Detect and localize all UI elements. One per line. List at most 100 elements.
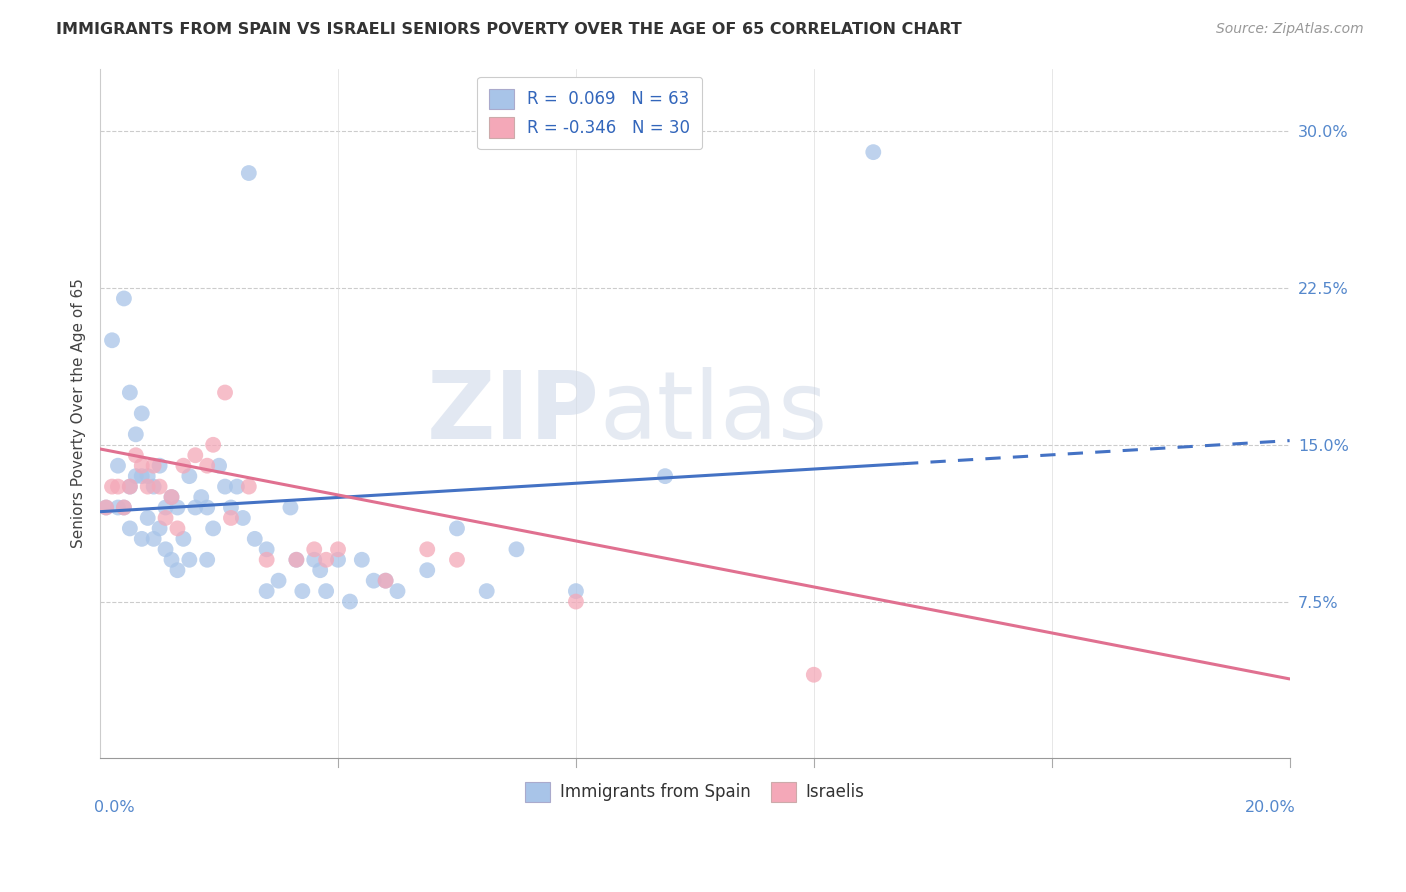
Point [862,145,884,160]
Point [285,553,308,567]
Point [475,584,498,599]
Point [160,490,183,504]
Point [166,563,188,577]
Point [219,500,242,515]
Point [387,584,409,599]
Point [125,427,148,442]
Point [136,480,159,494]
Point [136,511,159,525]
Y-axis label: Seniors Poverty Over the Age of 65: Seniors Poverty Over the Age of 65 [72,278,86,549]
Point [190,490,212,504]
Legend: Immigrants from Spain, Israelis: Immigrants from Spain, Israelis [519,775,872,809]
Point [149,480,172,494]
Text: 0.0%: 0.0% [94,800,135,814]
Point [125,469,148,483]
Point [94,500,117,515]
Point [149,521,172,535]
Point [112,292,135,306]
Point [184,500,207,515]
Point [446,521,468,535]
Point [416,563,439,577]
Point [118,480,141,494]
Point [136,469,159,483]
Text: 20.0%: 20.0% [1244,800,1295,814]
Point [446,553,468,567]
Point [256,584,278,599]
Point [131,469,153,483]
Point [166,521,188,535]
Point [339,594,361,608]
Point [285,553,308,567]
Point [155,511,177,525]
Point [160,490,183,504]
Point [125,448,148,462]
Point [112,500,135,515]
Text: IMMIGRANTS FROM SPAIN VS ISRAELI SENIORS POVERTY OVER THE AGE OF 65 CORRELATION : IMMIGRANTS FROM SPAIN VS ISRAELI SENIORS… [56,22,962,37]
Point [179,469,201,483]
Point [195,458,218,473]
Point [243,532,266,546]
Point [94,500,117,515]
Point [326,542,349,557]
Point [238,480,260,494]
Point [309,563,332,577]
Point [101,333,124,347]
Point [280,500,302,515]
Point [179,553,201,567]
Point [195,500,218,515]
Point [142,480,165,494]
Point [315,584,337,599]
Point [107,458,129,473]
Point [184,448,207,462]
Point [374,574,396,588]
Point [208,458,231,473]
Point [565,594,588,608]
Point [107,500,129,515]
Point [226,480,249,494]
Point [267,574,290,588]
Point [195,553,218,567]
Point [326,553,349,567]
Point [149,458,172,473]
Point [565,584,588,599]
Point [214,480,236,494]
Point [155,542,177,557]
Text: Source: ZipAtlas.com: Source: ZipAtlas.com [1216,22,1364,37]
Point [155,500,177,515]
Point [131,458,153,473]
Point [291,584,314,599]
Point [302,553,325,567]
Point [101,480,124,494]
Point [172,458,194,473]
Point [232,511,254,525]
Point [107,480,129,494]
Point [803,667,825,681]
Point [256,542,278,557]
Point [202,521,225,535]
Point [172,532,194,546]
Point [505,542,527,557]
Point [118,480,141,494]
Point [416,542,439,557]
Point [374,574,396,588]
Point [118,385,141,400]
Point [302,542,325,557]
Point [112,500,135,515]
Point [350,553,373,567]
Point [131,406,153,420]
Point [118,521,141,535]
Point [214,385,236,400]
Point [142,458,165,473]
Point [654,469,676,483]
Point [202,438,225,452]
Point [315,553,337,567]
Text: ZIP: ZIP [427,368,600,459]
Point [166,500,188,515]
Point [256,553,278,567]
Point [238,166,260,180]
Point [363,574,385,588]
Point [131,532,153,546]
Text: atlas: atlas [600,368,828,459]
Point [142,532,165,546]
Point [160,553,183,567]
